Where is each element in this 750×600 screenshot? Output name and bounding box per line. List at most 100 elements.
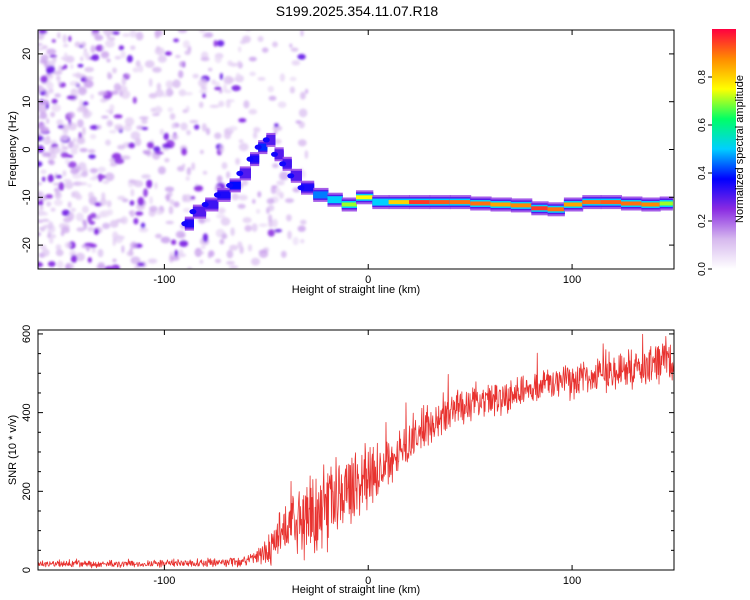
noise-blob [55,244,62,251]
noise-blob [65,154,74,158]
noise-blob [97,166,106,173]
noise-blob [41,152,51,157]
noise-blob [164,51,172,56]
noise-blob [173,201,180,208]
noise-blob [74,41,81,48]
noise-blob [163,94,167,98]
noise-blob [107,71,111,80]
noise-blob [135,60,141,67]
ridge-mid [205,201,219,208]
spectrogram-x-ticks: -100 0 100 [153,30,581,286]
noise-blob [88,191,94,199]
ridge-spot [226,182,234,188]
noise-blob [110,90,119,95]
colorbar-tick-label: 0.4 [697,166,708,180]
ridge-core [341,202,357,207]
ridge-core [547,207,565,212]
noise-blob [228,125,238,131]
noise-blob [109,163,118,167]
noise-blob [38,226,47,230]
snr-x-ticks: -100 0 100 [153,330,581,587]
noise-blob [56,75,61,81]
noise-blob [45,194,53,199]
noise-blob [152,113,160,117]
noise-blob [141,174,151,179]
noise-blob [122,33,131,37]
noise-blob [295,120,302,124]
noise-blob [231,193,239,201]
noise-blob [191,162,196,171]
ridge-spot [213,192,221,198]
noise-blob [279,73,285,82]
noise-blob [129,200,135,206]
ridge-mid [184,220,194,228]
noise-blob [114,158,125,165]
noise-blob [82,219,88,226]
noise-blob [231,85,241,92]
noise-blob [77,182,88,186]
noise-blob [199,89,208,94]
noise-blob [289,76,297,82]
noise-blob [112,31,120,35]
noise-blob [178,89,187,97]
noise-blob [55,189,60,197]
colorbar-tick-label: 0.8 [697,70,708,84]
noise-blob [91,54,100,61]
noise-blob [229,244,239,251]
noise-blob [126,250,134,257]
noise-blob [46,48,57,55]
noise-blob [272,125,283,132]
noise-blob [147,141,154,149]
noise-blob [274,229,283,233]
noise-blob [217,207,226,214]
noise-blob [157,166,166,175]
noise-blob [80,41,87,48]
ridge-spot [189,209,197,215]
noise-blob [63,52,68,61]
noise-blob [220,217,231,226]
noise-blob [170,134,179,141]
ridge-mid [266,136,276,144]
noise-blob [76,227,85,232]
noise-blob [63,64,68,69]
noise-blob [218,89,223,94]
noise-blob [58,182,65,191]
noise-blob [97,91,108,96]
noise-blob [62,170,67,177]
ridge-core [531,206,549,211]
noise-blob [192,73,199,79]
noise-blob [172,79,181,88]
noise-blob [100,51,110,59]
noise-blob [139,116,149,120]
noise-blob [113,83,121,92]
noise-blob [300,239,305,244]
noise-blob [38,161,43,167]
ridge-core [659,201,673,206]
noise-blob [258,223,268,227]
noise-blob [112,258,117,263]
noise-blob [179,240,189,248]
noise-blob [57,65,63,73]
noise-blob [169,113,176,120]
noise-blob [153,146,161,153]
noise-blob [112,238,116,247]
noise-blob [72,73,78,77]
noise-blob [200,86,208,91]
ridge-mid [372,198,390,206]
noise-blob [132,96,137,104]
ridge-mid [290,172,302,180]
noise-blob [182,40,190,49]
noise-blob [285,198,294,204]
noise-blob [130,256,141,265]
noise-blob [203,218,211,222]
noise-blob [171,123,176,129]
noise-blob [178,233,186,238]
noise-blob [125,73,131,78]
noise-blob [38,30,48,34]
noise-blob [238,46,242,53]
noise-blob [138,227,149,233]
noise-blob [38,86,44,92]
noise-blob [202,233,209,243]
noise-blob [83,79,94,89]
